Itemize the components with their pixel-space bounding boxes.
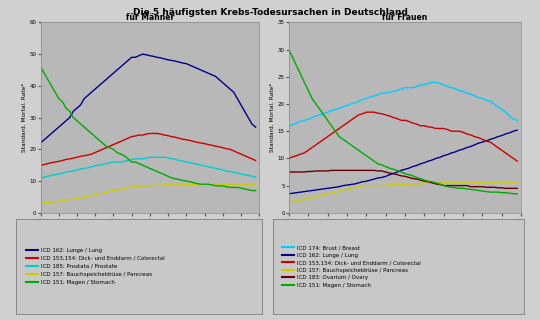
Legend: ICD 174: Brust / Breast, ICD 162: Lunge / Lung, ICD 153,154: Dick- und Enddarm /: ICD 174: Brust / Breast, ICD 162: Lunge … xyxy=(280,243,423,290)
X-axis label: Kalenderjahr  Calender Year: Kalenderjahr Calender Year xyxy=(358,232,452,237)
Title: für Männer: für Männer xyxy=(126,12,174,22)
Text: Die 5 häufigsten Krebs-Todesursachen in Deutschland: Die 5 häufigsten Krebs-Todesursachen in … xyxy=(132,8,408,17)
Y-axis label: Standard. Mortal. Rate*: Standard. Mortal. Rate* xyxy=(22,83,26,152)
Title: für Frauen: für Frauen xyxy=(382,12,428,22)
Legend: ICD 162: Lunge / Lung, ICD 153,154: Dick- und Enddarm / Colorectal, ICD 185: Pro: ICD 162: Lunge / Lung, ICD 153,154: Dick… xyxy=(24,246,166,287)
X-axis label: Kalenderjahr  Calender Year: Kalenderjahr Calender Year xyxy=(103,232,197,237)
Y-axis label: Standard. Mortal. Rate*: Standard. Mortal. Rate* xyxy=(270,83,275,152)
